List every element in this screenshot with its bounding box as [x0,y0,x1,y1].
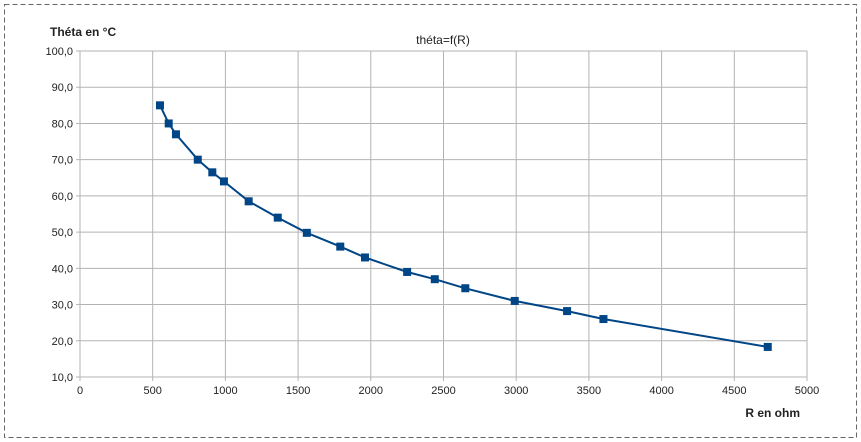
data-point [510,296,519,305]
y-tick-label: 70,0 [52,155,73,167]
data-point [164,119,173,128]
data-point [360,253,369,262]
x-tick-label: 5000 [795,385,819,397]
data-point [430,275,439,284]
data-point [219,177,228,186]
data-point [763,342,772,351]
x-tick-label: 2000 [359,385,383,397]
y-tick-label: 90,0 [52,82,73,94]
data-point [244,197,253,206]
y-tick-label: 30,0 [52,300,73,312]
y-tick-label: 60,0 [52,191,73,203]
y-tick-label: 40,0 [52,263,73,275]
x-tick-label: 1000 [213,385,237,397]
x-tick-label: 3500 [577,385,601,397]
y-tick-label: 10,0 [52,372,73,384]
data-point [208,168,217,177]
x-tick-label: 4000 [649,385,673,397]
x-tick-label: 4500 [722,385,746,397]
y-axis-title: Théta en °C [50,25,116,39]
data-point [155,101,164,110]
y-tick-label: 100,0 [45,46,73,58]
data-point [599,315,608,324]
data-point [461,284,470,293]
data-point [273,213,282,222]
x-tick-label: 2500 [431,385,455,397]
data-point [193,155,202,164]
y-tick-label: 80,0 [52,118,73,130]
data-point [336,242,345,251]
data-point [302,228,311,237]
axes [76,50,808,381]
x-axis-title: R en ohm [745,406,800,420]
chart-title: théta=f(R) [416,33,470,47]
series-line [159,104,768,348]
x-tick-label: 500 [144,385,162,397]
data-point [403,267,412,276]
data-point [563,307,572,316]
y-tick-label: 20,0 [52,336,73,348]
y-tick-label: 50,0 [52,227,73,239]
data-point [171,130,180,139]
gridlines [79,50,808,378]
chart-border [4,4,857,438]
x-tick-label: 3000 [504,385,528,397]
x-tick-label: 1500 [286,385,310,397]
x-tick-label: 0 [77,385,83,397]
data-series [155,101,772,351]
tick-labels: 0 500 1000 1500 2000 2500 3000 3500 4000 4500 5000… [45,46,819,397]
